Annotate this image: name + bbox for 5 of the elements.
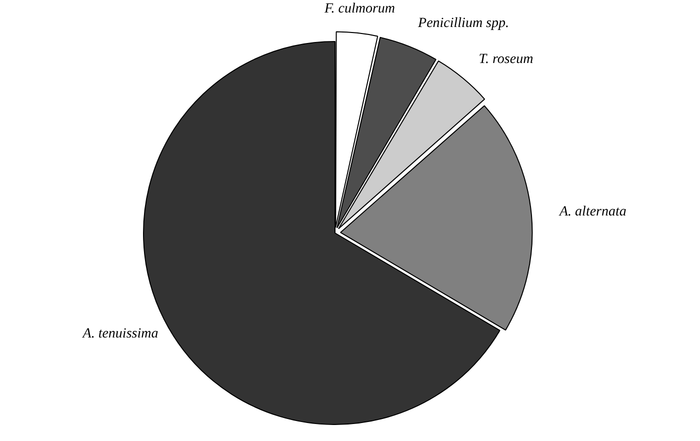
slice-label: A. tenuissima xyxy=(82,326,158,342)
slice-label: A. alternata xyxy=(558,204,626,220)
slice-label: F. culmorum xyxy=(323,2,396,17)
slice-label: Penicillium spp. xyxy=(417,16,510,32)
slice-label: T. roseum xyxy=(478,52,534,67)
